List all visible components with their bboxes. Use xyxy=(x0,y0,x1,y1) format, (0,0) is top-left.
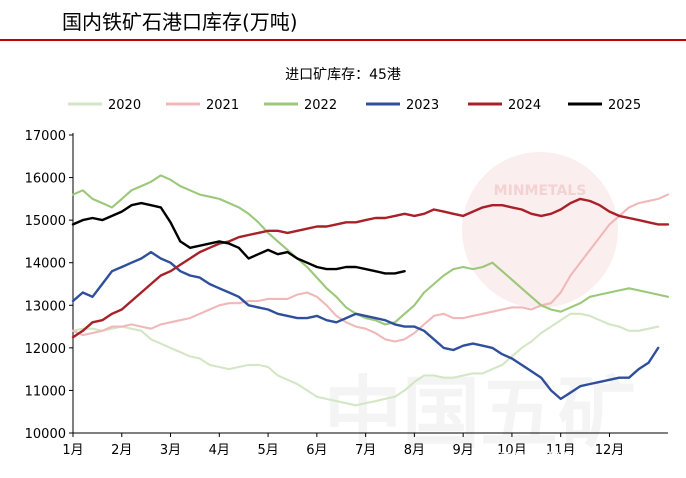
y-tick-label: 17000 xyxy=(25,129,66,144)
legend-label-2025: 2025 xyxy=(608,98,641,113)
x-tick-label: 10月 xyxy=(497,443,527,458)
y-tick-label: 13000 xyxy=(25,299,66,314)
x-tick-label: 1月 xyxy=(62,443,83,458)
x-tick-label: 4月 xyxy=(209,443,230,458)
page-title: 国内铁矿石港口库存(万吨) xyxy=(62,10,298,34)
bg-watermark-text: 中国五矿 xyxy=(324,369,636,459)
legend-label-2024: 2024 xyxy=(508,98,541,113)
logo-watermark-text: MINMETALS xyxy=(494,183,587,199)
x-tick-label: 3月 xyxy=(160,443,181,458)
x-tick-label: 9月 xyxy=(453,443,474,458)
series-line-2025 xyxy=(71,201,406,275)
series-line-2023 xyxy=(71,250,660,401)
series-line-2021 xyxy=(71,193,670,343)
y-tick-label: 12000 xyxy=(25,342,66,357)
legend-label-2022: 2022 xyxy=(304,98,337,113)
title-divider xyxy=(0,39,686,41)
series-line-2024 xyxy=(71,197,670,339)
minmetals-logo-watermark: MINMETALS 中国五矿 xyxy=(324,152,636,459)
chart-axes: 10000 11000 12000 13000 14000 15000 16000 17000… xyxy=(25,129,668,458)
x-tick-label: 5月 xyxy=(257,443,278,458)
chart-title: 进口矿库存：45港 xyxy=(285,67,401,83)
y-tick-label: 10000 xyxy=(25,427,66,442)
legend-label-2023: 2023 xyxy=(406,98,439,113)
x-tick-label: 8月 xyxy=(404,443,425,458)
x-tick-label: 7月 xyxy=(355,443,376,458)
y-tick-label: 15000 xyxy=(25,214,66,229)
series-line-2020 xyxy=(71,312,660,407)
legend-label-2020: 2020 xyxy=(108,98,141,113)
chart-legend: 2020 2021 2022 2023 2024 2025 xyxy=(68,98,641,113)
y-tick-label: 11000 xyxy=(25,384,66,399)
legend-label-2021: 2021 xyxy=(206,98,239,113)
y-tick-label: 16000 xyxy=(25,172,66,187)
x-tick-label: 11月 xyxy=(546,443,576,458)
x-tick-label: 6月 xyxy=(306,443,327,458)
logo-watermark-circle xyxy=(462,152,618,308)
snowball-watermark: 雪球：饥饿阳奇 xyxy=(500,451,585,465)
x-tick-label: 12月 xyxy=(595,443,625,458)
series-line-2022 xyxy=(71,174,670,326)
series-layer xyxy=(71,174,670,407)
x-tick-label: 2月 xyxy=(111,443,132,458)
y-tick-label: 14000 xyxy=(25,257,66,272)
